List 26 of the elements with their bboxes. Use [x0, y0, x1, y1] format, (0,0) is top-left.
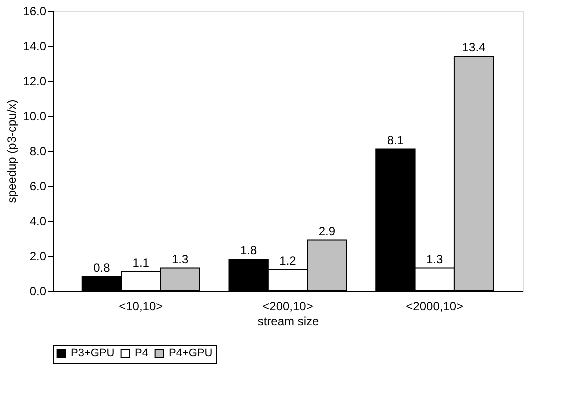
x-axis-title: stream size — [258, 314, 320, 328]
legend-label: P4+GPU — [169, 348, 213, 360]
y-axis-title: speedup (p3-cpu/x) — [5, 100, 20, 204]
legend-label: P3+GPU — [71, 348, 115, 360]
data-label: 1.2 — [280, 254, 297, 268]
data-label: 2.9 — [318, 224, 336, 238]
x-tick-label: <200,10> — [262, 300, 314, 314]
y-tick-label: 0.0 — [30, 284, 47, 298]
data-label: 1.8 — [240, 244, 258, 258]
y-tick-label: 12.0 — [23, 74, 47, 88]
x-tick-label: <2000,10> — [406, 300, 464, 314]
data-label: 0.8 — [94, 261, 111, 275]
y-tick-label: 10.0 — [23, 110, 47, 124]
y-tick-label: 14.0 — [23, 40, 47, 54]
legend-label: P4 — [135, 348, 148, 360]
y-tick-label: 16.0 — [23, 4, 47, 18]
data-label: 1.3 — [426, 252, 444, 266]
data-label: 13.4 — [462, 40, 486, 54]
data-label: 1.3 — [172, 252, 189, 266]
x-tick-label: <10,10> — [119, 300, 164, 314]
data-label: 8.1 — [387, 133, 404, 148]
y-tick-label: 8.0 — [30, 144, 47, 158]
data-label: 1.1 — [132, 256, 150, 270]
y-tick-label: 2.0 — [30, 250, 47, 264]
y-tick-label: 4.0 — [30, 214, 47, 228]
y-tick-label: 6.0 — [30, 180, 47, 194]
